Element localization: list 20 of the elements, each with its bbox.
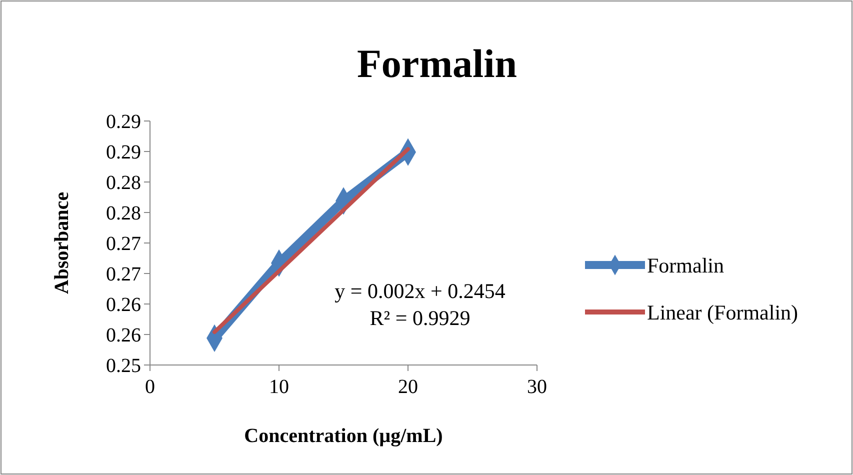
y-tick-label: 0.26: [106, 324, 141, 346]
y-tick-label: 0.28: [106, 202, 141, 224]
y-axis-title: Absorbance: [51, 192, 73, 294]
legend-label: Formalin: [647, 253, 724, 278]
legend-label: Linear (Formalin): [647, 300, 798, 324]
y-tick-label: 0.27: [106, 233, 141, 255]
y-tick-label: 0.27: [106, 264, 141, 286]
x-tick-label: 10: [269, 376, 289, 398]
x-tick-label: 0: [145, 376, 155, 398]
annotation: R² = 0.9929: [370, 306, 470, 330]
chart-title: Formalin: [357, 41, 517, 86]
annotation: y = 0.002x + 0.2454: [334, 279, 506, 303]
y-tick-label: 0.25: [106, 355, 141, 377]
y-tick-label: 0.28: [106, 172, 141, 194]
x-axis-title: Concentration (µg/mL): [244, 425, 443, 447]
x-tick-label: 20: [398, 376, 418, 398]
y-tick-label: 0.29: [106, 142, 141, 164]
y-tick-label: 0.29: [106, 111, 141, 133]
y-tick-label: 0.26: [106, 294, 141, 316]
x-tick-label: 30: [527, 376, 547, 398]
